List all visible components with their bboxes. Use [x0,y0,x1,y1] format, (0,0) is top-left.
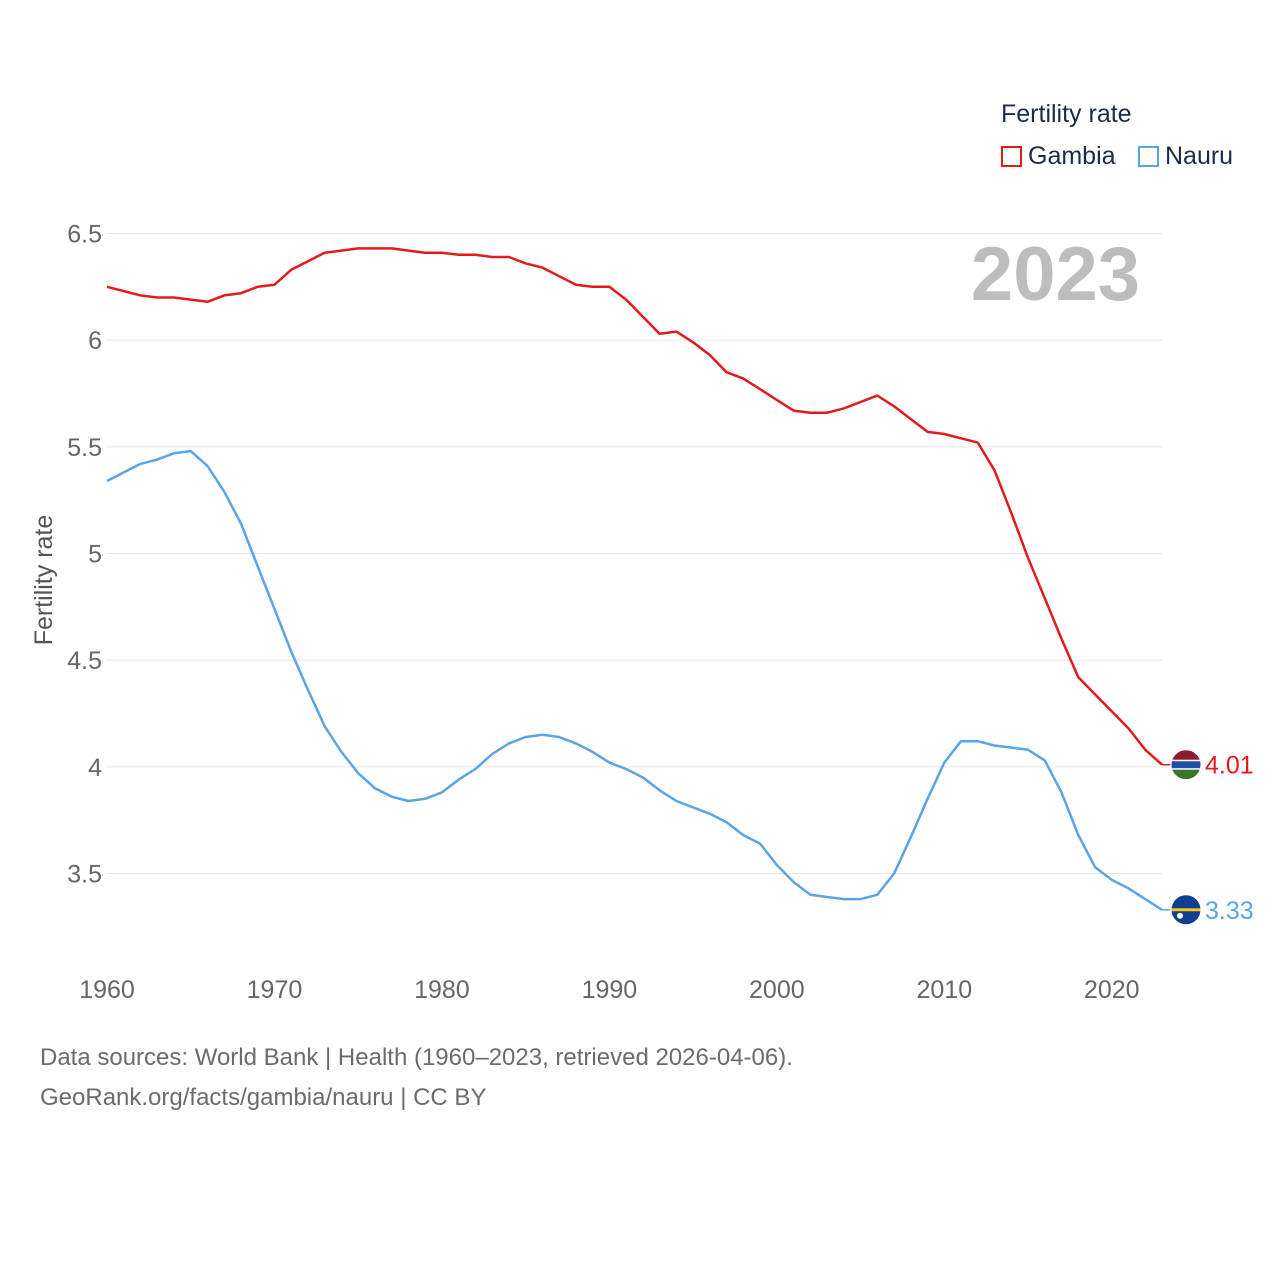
legend-item-nauru[interactable]: Nauru [1138,142,1233,171]
y-tick-label: 5 [88,541,102,569]
legend-title: Fertility rate [1001,100,1132,128]
series-line-nauru [106,449,1163,911]
x-axis-ticks: 1960 1970 1980 1990 2000 2010 2020 [79,976,1139,1004]
x-tick-label: 2020 [1084,976,1140,1004]
end-value-label-gambia: 4.01 [1205,752,1254,780]
year-watermark: 2023 [971,232,1140,317]
legend-label-gambia: Gambia [1028,142,1116,170]
series-line-gambia [106,247,1163,766]
nauru-flag-icon [1170,894,1202,926]
y-tick-label: 3.5 [67,861,102,889]
y-tick-label: 5.5 [67,434,102,462]
y-tick-label: 4 [88,754,102,782]
legend-swatch-gambia [1001,146,1022,167]
end-markers: 4.01 3.33 [1162,749,1254,926]
legend-label-nauru: Nauru [1165,142,1234,170]
attribution-link[interactable]: GeoRank.org/facts/gambia/nauru | CC BY [40,1084,487,1111]
y-tick-label: 6 [88,327,102,355]
x-tick-label: 2000 [749,976,805,1004]
gambia-flag-icon [1170,749,1202,781]
y-tick-label: 6.5 [67,221,102,249]
y-axis-ticks: 3.5 4 4.5 5 5.5 6 6.5 [67,221,102,889]
legend-swatch-nauru [1138,146,1159,167]
x-tick-label: 1970 [247,976,303,1004]
x-tick-label: 2010 [916,976,972,1004]
end-value-label-nauru: 3.33 [1205,897,1254,925]
grid-lines [107,233,1162,874]
data-source-note: Data sources: World Bank | Health (1960–… [40,1044,793,1071]
x-tick-label: 1990 [582,976,638,1004]
x-tick-label: 1980 [414,976,470,1004]
legend-item-gambia[interactable]: Gambia [1001,142,1116,171]
y-axis-label: Fertility rate [30,515,58,646]
y-tick-label: 4.5 [67,647,102,675]
series-lines [106,247,1163,911]
x-tick-label: 1960 [79,976,135,1004]
